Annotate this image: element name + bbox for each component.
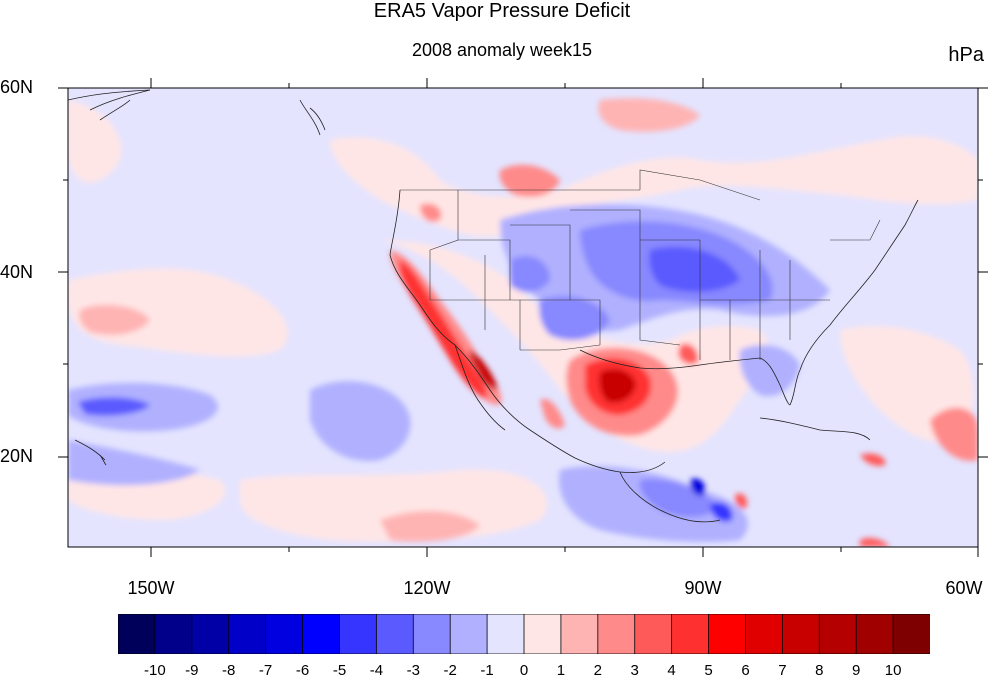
colorbar-swatch: [339, 614, 378, 654]
anomaly-region: [79, 304, 150, 335]
anomaly-region: [310, 381, 411, 461]
anomaly-region: [649, 246, 740, 292]
lat-label-60n: 60N: [0, 77, 34, 97]
colorbar-swatch: [597, 614, 636, 654]
colorbar-swatch: [855, 614, 894, 654]
anomaly-region: [68, 100, 122, 183]
colorbar-swatch: [375, 614, 415, 654]
colorbar-swatch: [634, 614, 673, 654]
colorbar-swatch: [523, 614, 562, 654]
colorbar-swatch: [449, 614, 488, 654]
colorbar-tick-label: -8: [222, 662, 236, 679]
anomaly-region: [510, 256, 550, 292]
anomaly-region: [860, 453, 886, 466]
lon-label-120w: 120W: [403, 578, 451, 598]
lon-label-150w: 150W: [127, 578, 175, 598]
coastlines: [68, 89, 919, 523]
colorbar-tick-label: -9: [185, 662, 199, 679]
colorbar-swatch: [486, 614, 525, 654]
colorbar-tick-label: 3: [630, 662, 639, 679]
anomaly-region: [499, 164, 560, 197]
colorbar-tick-label: -2: [443, 662, 457, 679]
map-frame: [67, 87, 979, 548]
anomaly-region: [68, 440, 200, 486]
anomaly-region: [599, 368, 636, 403]
colorbar-tick-label: -10: [144, 662, 166, 679]
colorbar-tick-label: 1: [556, 662, 566, 679]
colorbar-tick-label: 4: [667, 662, 676, 679]
chart-subtitle: 2008 anomaly week15: [411, 40, 593, 60]
colorbar-tick-label: 5: [704, 662, 713, 679]
anomaly-region: [78, 397, 150, 416]
colorbar-tick-label: 2: [593, 662, 602, 679]
colorbar-tick-label: 8: [815, 662, 824, 679]
colorbar-swatch: [265, 614, 304, 654]
colorbar-swatch: [228, 614, 267, 654]
colorbar-swatch: [412, 614, 452, 654]
anomaly-region: [710, 502, 733, 522]
anomaly-region: [380, 510, 480, 542]
colorbar-swatch: [560, 614, 599, 654]
anomaly-region: [639, 479, 720, 517]
state-boundaries: [400, 169, 881, 360]
colorbar-swatch: [745, 614, 784, 654]
anomaly-region: [330, 136, 978, 237]
lon-label-60w: 60W: [945, 578, 983, 598]
colorbar-tick-label: 9: [852, 662, 861, 679]
anomaly-region: [734, 493, 748, 509]
anomaly-region: [399, 260, 487, 398]
colorbar-tick-label: -7: [258, 662, 273, 679]
anomaly-region: [420, 203, 442, 222]
anomaly-region: [539, 296, 610, 340]
anomaly-region: [540, 399, 565, 429]
colorbar: [118, 614, 930, 654]
colorbar-swatch: [818, 614, 858, 654]
anomaly-region: [469, 350, 498, 390]
colorbar-swatch: [302, 614, 341, 654]
colorbar-tick-label: -6: [295, 662, 310, 679]
colorbar-tick-label: -3: [406, 662, 420, 679]
colorbar-swatch: [154, 614, 193, 654]
anomaly-region: [860, 537, 890, 547]
anomaly-region: [930, 407, 978, 461]
colorbar-swatch: [191, 614, 230, 654]
vpd-anomaly-field: [68, 88, 978, 547]
colorbar-tick-label: 7: [778, 662, 787, 679]
anomaly-region: [598, 98, 700, 132]
colorbar-tick-label: 0: [519, 662, 529, 679]
colorbar-tick-label: -1: [480, 662, 494, 679]
colorbar-swatch: [892, 614, 930, 654]
anomaly-region: [68, 268, 288, 357]
colorbar-swatch: [118, 614, 156, 654]
colorbar-tick-label: 10: [884, 662, 902, 679]
colorbar-swatch: [781, 614, 821, 654]
anomaly-region: [739, 345, 800, 397]
colorbar-swatch: [671, 614, 710, 654]
chart-title: ERA5 Vapor Pressure Deficit: [373, 0, 631, 22]
axis-ticks: [58, 78, 988, 557]
anomaly-region: [678, 343, 699, 365]
lon-label-90w: 90W: [684, 578, 722, 598]
lat-label-40n: 40N: [0, 262, 34, 282]
lat-label-20n: 20N: [0, 446, 34, 466]
colorbar-tick-label: -5: [332, 662, 347, 679]
anomaly-region: [690, 478, 706, 496]
units-label: hPa: [948, 44, 984, 66]
colorbar-tick-label: -4: [369, 662, 384, 679]
colorbar-tick-label: 6: [741, 662, 750, 679]
colorbar-swatch: [708, 614, 747, 654]
